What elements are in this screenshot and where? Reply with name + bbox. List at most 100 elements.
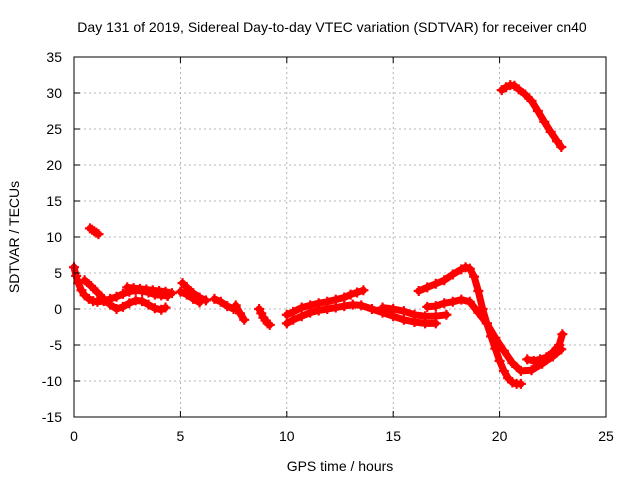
data-point-marker — [222, 301, 233, 312]
data-point-marker — [137, 296, 148, 307]
data-point-marker — [175, 286, 186, 297]
data-point-marker — [422, 301, 433, 312]
y-tick-label: -5 — [50, 337, 63, 353]
data-point-marker — [264, 319, 275, 330]
data-point-marker — [322, 304, 333, 314]
data-point-marker — [473, 286, 484, 296]
data-point-marker — [441, 309, 452, 320]
data-point-marker — [91, 227, 102, 238]
data-point-marker — [98, 293, 109, 304]
data-series-arc-f — [175, 286, 205, 308]
data-series-arc-b — [79, 275, 171, 315]
data-point-marker — [166, 288, 177, 299]
x-tick-label: 15 — [385, 428, 401, 444]
data-point-marker — [339, 301, 350, 312]
data-point-marker — [358, 285, 369, 296]
data-point-marker — [73, 278, 84, 289]
data-point-marker — [194, 297, 205, 308]
x-tick-label: 5 — [177, 428, 185, 444]
data-point-marker — [522, 354, 533, 365]
data-series-arc-j — [281, 285, 369, 320]
data-point-marker — [339, 292, 350, 303]
data-point-marker — [209, 293, 220, 304]
y-tick-label: 10 — [46, 229, 62, 245]
data-series-arc-g — [209, 293, 239, 314]
data-point-marker — [76, 285, 87, 296]
y-tick-label: -10 — [42, 373, 62, 389]
data-point-marker — [345, 289, 356, 300]
data-point-marker — [288, 314, 299, 325]
data-point-marker — [547, 347, 558, 358]
data-point-marker — [439, 275, 450, 286]
x-axis-title: GPS time / hours — [287, 458, 394, 474]
data-point-marker — [447, 269, 458, 280]
y-axis-title: SDTVAR / TECUs — [6, 181, 22, 293]
data-point-marker — [281, 318, 292, 329]
data-point-marker — [439, 298, 450, 309]
data-point-marker — [79, 275, 90, 286]
data-point-marker — [200, 295, 211, 306]
data-point-marker — [281, 309, 292, 320]
y-tick-label: -15 — [42, 409, 62, 425]
data-point-marker — [413, 286, 424, 296]
data-point-marker — [481, 318, 492, 329]
x-tick-label: 10 — [279, 428, 295, 444]
data-point-marker — [507, 358, 518, 368]
data-series-arc-p — [496, 80, 567, 152]
data-series-arc-l — [377, 302, 452, 322]
y-tick-label: 25 — [46, 121, 62, 137]
data-point-marker — [532, 106, 543, 116]
data-point-marker — [494, 355, 505, 366]
data-point-marker — [117, 288, 128, 299]
data-series-arc-i — [254, 304, 275, 330]
data-point-marker — [188, 293, 199, 304]
data-point-marker — [498, 345, 509, 356]
data-point-marker — [430, 311, 441, 322]
data-point-marker — [513, 84, 524, 95]
data-point-marker — [86, 280, 97, 291]
data-point-marker — [356, 300, 367, 311]
data-point-marker — [473, 307, 484, 318]
data-point-marker — [545, 126, 556, 137]
data-point-marker — [105, 299, 116, 310]
data-point-marker — [464, 296, 475, 307]
data-point-marker — [447, 296, 458, 307]
data-point-marker — [230, 300, 241, 311]
chart-title: Day 131 of 2019, Sidereal Day-to-day VTE… — [77, 19, 587, 35]
series-line — [176, 288, 204, 306]
series-line — [210, 295, 238, 313]
data-point-marker — [377, 302, 388, 313]
y-tick-label: 35 — [46, 49, 62, 65]
data-series-arc-d — [84, 223, 104, 240]
data-point-marker — [539, 116, 550, 127]
data-point-marker — [557, 329, 568, 340]
data-point-marker — [398, 306, 409, 317]
x-tick-label: 25 — [598, 428, 614, 444]
data-point-marker — [409, 309, 420, 320]
data-point-marker — [456, 294, 467, 305]
data-series-arc-n — [422, 294, 567, 376]
data-point-marker — [464, 263, 475, 274]
data-point-marker — [181, 289, 192, 300]
data-point-marker — [388, 304, 399, 314]
data-point-marker — [93, 229, 104, 240]
data-point-marker — [469, 271, 480, 282]
data-point-marker — [92, 287, 103, 298]
y-tick-label: 20 — [46, 157, 62, 173]
data-point-marker — [149, 303, 160, 314]
data-series-arc-o — [522, 329, 568, 366]
data-point-marker — [234, 308, 245, 319]
data-point-marker — [552, 136, 563, 147]
data-point-marker — [305, 307, 316, 318]
data-point-marker — [520, 89, 531, 100]
data-point-marker — [535, 354, 546, 365]
data-point-marker — [352, 287, 363, 298]
data-point-marker — [117, 301, 128, 312]
data-point-marker — [111, 304, 122, 314]
ticks: 0 5 10 15 20 25 -15 -10 -5 0 5 10 15 20 25 30 35 — [42, 49, 614, 444]
data-point-marker — [366, 304, 377, 314]
x-tick-label: 0 — [70, 428, 78, 444]
data-series-arc-h — [230, 300, 250, 325]
data-point-marker — [160, 286, 171, 297]
